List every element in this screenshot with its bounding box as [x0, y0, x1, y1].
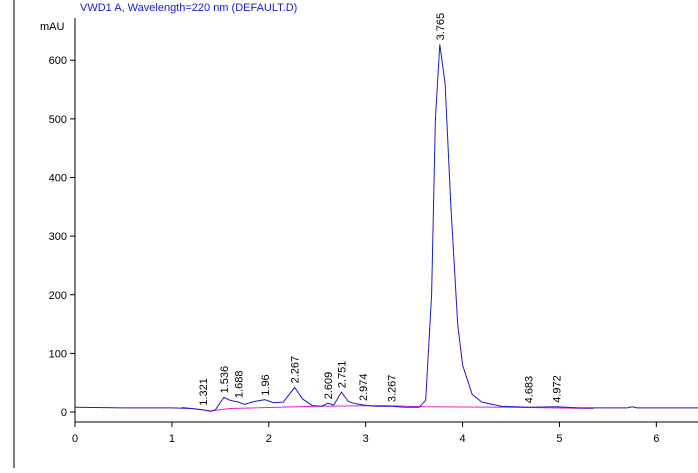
y-tick-label: 200 [49, 290, 67, 302]
peak-label: 1.96 [260, 374, 272, 395]
x-tick-label: 5 [556, 433, 562, 445]
chart-title: VWD1 A, Wavelength=220 nm (DEFAULT.D) [80, 2, 297, 14]
x-tick-label: 3 [363, 433, 369, 445]
y-tick-label: 300 [49, 231, 67, 243]
peak-label: 1.536 [219, 366, 231, 394]
y-tick-label: 100 [49, 348, 67, 360]
peak-label: 4.972 [552, 375, 564, 403]
peak-label: 2.974 [358, 373, 370, 401]
x-tick-label: 2 [266, 433, 272, 445]
peak-label: 2.751 [337, 361, 349, 389]
peak-label: 1.688 [234, 371, 246, 399]
peak-label: 2.267 [290, 356, 302, 384]
y-tick-label: 500 [49, 114, 67, 126]
peak-label: 3.267 [387, 375, 399, 403]
x-tick-label: 1 [169, 433, 175, 445]
y-axis-label: mAU [40, 21, 65, 33]
peak-label: 4.683 [524, 376, 536, 404]
x-tick-label: 0 [72, 433, 78, 445]
peak-label: 3.765 [435, 13, 447, 41]
peak-label: 2.609 [323, 372, 335, 400]
y-tick-label: 400 [49, 172, 67, 184]
peak-label: 1.321 [198, 378, 210, 406]
y-tick-label: 600 [49, 55, 67, 67]
trace [74, 44, 698, 412]
y-tick-label: 0 [61, 407, 67, 419]
x-tick-label: 4 [459, 433, 465, 445]
x-tick-label: 6 [653, 433, 659, 445]
